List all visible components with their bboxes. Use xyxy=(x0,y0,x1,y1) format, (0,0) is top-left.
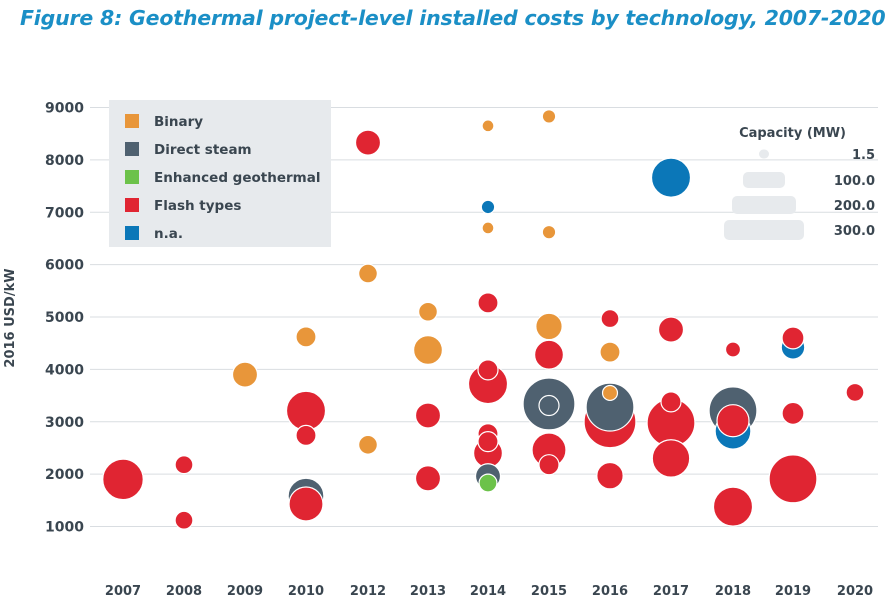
data-point-binary xyxy=(231,361,259,388)
size-legend-label: 200.0 xyxy=(834,199,875,214)
data-point-binary xyxy=(599,341,621,363)
legend-swatch-direct-steam xyxy=(125,142,139,156)
data-point-flash-types xyxy=(174,455,194,475)
data-points xyxy=(102,109,865,530)
data-point-flash-types xyxy=(651,439,691,478)
data-point-binary xyxy=(541,224,557,240)
x-tick-label: 2015 xyxy=(531,584,567,599)
size-legend-marker xyxy=(724,220,804,240)
y-tick-label: 7000 xyxy=(45,205,84,221)
data-point-flash-types xyxy=(600,309,620,329)
size-legend-label: 300.0 xyxy=(834,224,875,239)
data-point-flash-types xyxy=(660,391,682,413)
x-tick-label: 2020 xyxy=(837,584,873,599)
data-point-enhanced-geothermal xyxy=(478,473,498,493)
legend: Binary Direct steam Enhanced geothermal Fla… xyxy=(109,100,331,247)
x-tick-label: 2009 xyxy=(227,584,263,599)
legend-label-n-a: n.a. xyxy=(154,226,183,242)
data-point-flash-types xyxy=(716,404,750,438)
data-point-flash-types xyxy=(781,326,805,350)
legend-swatch-n-a xyxy=(125,226,139,240)
data-point-flash-types xyxy=(724,341,742,358)
size-legend-label: 1.5 xyxy=(852,148,875,163)
x-tick-label: 2014 xyxy=(470,584,506,599)
x-tick-label: 2007 xyxy=(105,584,141,599)
size-legend-marker xyxy=(759,149,769,159)
data-point-flash-types xyxy=(845,382,865,402)
y-axis-ticks: 1000 2000 3000 4000 5000 6000 7000 8000 9000 xyxy=(45,101,84,536)
y-tick-label: 5000 xyxy=(45,310,84,326)
data-point-direct-steam xyxy=(538,394,560,417)
x-tick-label: 2018 xyxy=(715,584,751,599)
data-point-flash-types xyxy=(712,486,754,527)
data-point-binary xyxy=(541,109,557,124)
data-point-binary xyxy=(295,326,317,348)
x-axis-ticks: 2007 2008 2009 2010 2012 2013 2014 2015 2016 2017… xyxy=(105,584,873,599)
x-tick-label: 2010 xyxy=(288,584,324,599)
data-point-flash-types xyxy=(288,486,324,522)
y-tick-label: 3000 xyxy=(45,415,84,431)
data-point-flash-types xyxy=(781,401,805,425)
y-tick-label: 2000 xyxy=(45,467,84,483)
legend-swatch-flash-types xyxy=(125,198,139,212)
data-point-flash-types xyxy=(414,465,442,492)
y-tick-label: 4000 xyxy=(45,362,84,378)
x-tick-label: 2016 xyxy=(592,584,628,599)
data-point-binary xyxy=(358,434,378,455)
data-point-flash-types xyxy=(768,454,818,504)
legend-label-binary: Binary xyxy=(154,114,203,130)
chart-title: Figure 8: Geothermal project-level insta… xyxy=(20,6,886,30)
data-point-flash-types xyxy=(477,431,499,453)
legend-swatch-enhanced-geothermal xyxy=(125,170,139,184)
data-point-binary xyxy=(601,384,619,402)
legend-label-enhanced-geothermal: Enhanced geothermal xyxy=(154,170,320,186)
size-legend-marker xyxy=(743,172,785,188)
data-point-direct-steam xyxy=(585,382,635,432)
size-legend-title: Capacity (MW) xyxy=(739,126,846,141)
data-point-binary xyxy=(358,263,378,284)
size-legend-marker xyxy=(732,196,796,214)
data-point-flash-types xyxy=(354,129,382,156)
data-point-flash-types xyxy=(596,461,624,490)
data-point-flash-types xyxy=(174,510,194,530)
x-tick-label: 2008 xyxy=(166,584,202,599)
data-point-flash-types xyxy=(102,458,144,501)
data-point-binary xyxy=(481,119,495,133)
x-tick-label: 2012 xyxy=(350,584,386,599)
data-point-binary xyxy=(418,301,438,322)
data-point-binary xyxy=(413,334,444,365)
legend-background xyxy=(109,100,331,247)
y-tick-label: 6000 xyxy=(45,258,84,274)
data-point-flash-types xyxy=(414,402,442,429)
data-point-binary xyxy=(535,312,563,341)
legend-swatch-binary xyxy=(125,114,139,128)
legend-label-flash-types: Flash types xyxy=(154,198,241,214)
legend-label-direct-steam: Direct steam xyxy=(154,142,252,158)
data-point-flash-types xyxy=(538,454,560,476)
x-tick-label: 2019 xyxy=(775,584,811,599)
data-point-flash-types xyxy=(295,424,317,446)
x-tick-label: 2017 xyxy=(653,584,689,599)
data-point-n-a- xyxy=(480,199,496,215)
data-point-flash-types xyxy=(285,390,327,431)
size-legend-label: 100.0 xyxy=(834,174,875,189)
data-point-flash-types xyxy=(477,292,499,314)
y-tick-label: 9000 xyxy=(45,101,84,117)
capacity-size-legend: Capacity (MW) 1.5 100.0 200.0 300.0 xyxy=(724,126,875,240)
y-tick-label: 8000 xyxy=(45,153,84,169)
data-point-flash-types xyxy=(477,359,499,381)
data-point-binary xyxy=(481,221,495,235)
y-axis-label: 2016 USD/kW xyxy=(3,268,18,367)
x-tick-label: 2013 xyxy=(410,584,446,599)
data-point-flash-types xyxy=(533,339,564,370)
data-point-flash-types xyxy=(657,316,685,343)
data-point-n-a- xyxy=(650,157,692,198)
y-tick-label: 1000 xyxy=(45,520,84,536)
